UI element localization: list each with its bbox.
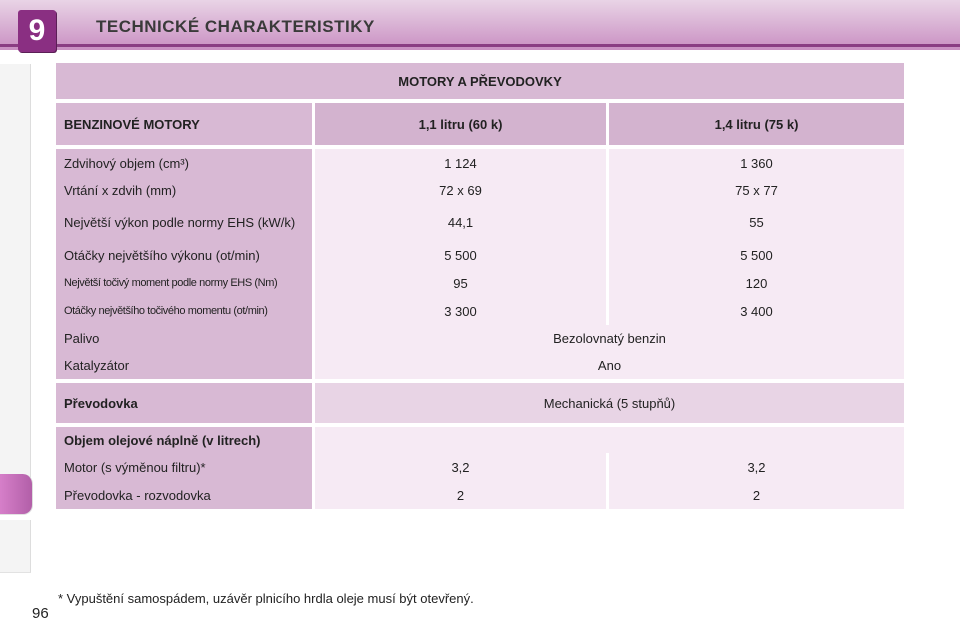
row-value: 72 x 69 xyxy=(312,177,606,203)
oil-capacity-title: Objem olejové náplně (v litrech) xyxy=(56,427,312,453)
table-row: Motor (s výměnou filtru)* 3,2 3,2 xyxy=(56,453,904,481)
oil-title-blank xyxy=(312,427,904,453)
row-value: 5 500 xyxy=(312,241,606,269)
chapter-tab[interactable] xyxy=(0,272,31,325)
gearbox-value: Mechanická (5 stupňů) xyxy=(312,383,904,423)
row-label: Zdvihový objem (cm³) xyxy=(56,149,312,177)
fuel-value: Bezolovnatý benzin xyxy=(312,325,904,352)
chapter-tab[interactable] xyxy=(0,520,31,573)
chapter-tab-active[interactable] xyxy=(0,474,33,515)
table-row: Vrtání x zdvih (mm) 72 x 69 75 x 77 xyxy=(56,177,904,203)
row-label: Motor (s výměnou filtru)* xyxy=(56,453,312,481)
table-header-row: BENZINOVÉ MOTORY 1,1 litru (60 k) 1,4 li… xyxy=(56,103,904,145)
gearbox-label: Převodovka xyxy=(56,383,312,423)
row-value: 44,1 xyxy=(312,203,606,241)
row-value: 3 400 xyxy=(606,297,904,325)
row-value: 3,2 xyxy=(606,453,904,481)
chapter-number-badge: 9 xyxy=(18,10,56,52)
row-label: Největší výkon podle normy EHS (kW/k) xyxy=(56,203,312,241)
oil-title-row: Objem olejové náplně (v litrech) xyxy=(56,427,904,453)
catalyst-label: Katalyzátor xyxy=(56,352,312,379)
table-row: Otáčky největšího výkonu (ot/min) 5 500 … xyxy=(56,241,904,269)
row-value: 2 xyxy=(606,481,904,509)
engine-spec-table: MOTORY A PŘEVODOVKY BENZINOVÉ MOTORY 1,1… xyxy=(56,63,904,509)
header-engine-1-1: 1,1 litru (60 k) xyxy=(312,103,606,145)
row-value: 95 xyxy=(312,269,606,297)
header-engine-1-4: 1,4 litru (75 k) xyxy=(606,103,904,145)
footnote: * Vypuštění samospádem, uzávěr plnicího … xyxy=(58,591,474,606)
chapter-header xyxy=(0,0,960,50)
row-value: 3,2 xyxy=(312,453,606,481)
row-value: 55 xyxy=(606,203,904,241)
gearbox-row: Převodovka Mechanická (5 stupňů) xyxy=(56,383,904,423)
row-label: Převodovka - rozvodovka xyxy=(56,481,312,509)
row-label: Největší točivý moment podle normy EHS (… xyxy=(56,269,312,297)
fuel-label: Palivo xyxy=(56,325,312,352)
chapter-tab[interactable] xyxy=(0,168,31,221)
page-number: 96 xyxy=(32,605,49,622)
chapter-tab[interactable] xyxy=(0,220,31,273)
row-value: 120 xyxy=(606,269,904,297)
table-row: Katalyzátor Ano xyxy=(56,352,904,379)
chapter-tab[interactable] xyxy=(0,324,31,377)
chapter-tab[interactable] xyxy=(0,64,31,117)
row-label: Otáčky největšího točivého momentu (ot/m… xyxy=(56,297,312,325)
chapter-tab[interactable] xyxy=(0,116,31,169)
row-value: 3 300 xyxy=(312,297,606,325)
row-value: 75 x 77 xyxy=(606,177,904,203)
row-value: 1 360 xyxy=(606,149,904,177)
row-value: 5 500 xyxy=(606,241,904,269)
table-row: Palivo Bezolovnatý benzin xyxy=(56,325,904,352)
table-row: Otáčky největšího točivého momentu (ot/m… xyxy=(56,297,904,325)
table-row: Převodovka - rozvodovka 2 2 xyxy=(56,481,904,509)
catalyst-value: Ano xyxy=(312,352,904,379)
table-title: MOTORY A PŘEVODOVKY xyxy=(56,63,904,99)
header-rule xyxy=(0,44,960,47)
table-row: Největší točivý moment podle normy EHS (… xyxy=(56,269,904,297)
row-label: Vrtání x zdvih (mm) xyxy=(56,177,312,203)
row-value: 1 124 xyxy=(312,149,606,177)
chapter-tab[interactable] xyxy=(0,428,31,481)
row-value: 2 xyxy=(312,481,606,509)
chapter-tab[interactable] xyxy=(0,376,31,429)
chapter-tab-strip xyxy=(0,64,36,574)
chapter-title: TECHNICKÉ CHARAKTERISTIKY xyxy=(96,17,375,36)
table-row: Největší výkon podle normy EHS (kW/k) 44… xyxy=(56,203,904,241)
table-row: Zdvihový objem (cm³) 1 124 1 360 xyxy=(56,149,904,177)
header-engine-type: BENZINOVÉ MOTORY xyxy=(56,103,312,145)
row-label: Otáčky největšího výkonu (ot/min) xyxy=(56,241,312,269)
